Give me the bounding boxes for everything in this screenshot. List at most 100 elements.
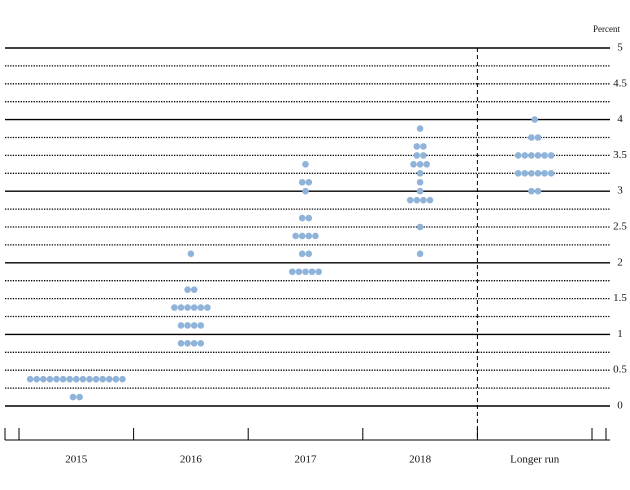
dot xyxy=(547,170,555,177)
dot xyxy=(190,322,198,329)
x-tick-label: 2017 xyxy=(295,454,318,466)
dot xyxy=(416,250,424,258)
dot xyxy=(528,152,535,159)
dot xyxy=(315,268,323,276)
dot xyxy=(298,178,306,186)
y-tick-label: 0 xyxy=(617,400,623,412)
dot xyxy=(59,375,67,383)
dot xyxy=(177,304,185,311)
dot xyxy=(187,250,195,258)
dot xyxy=(190,304,198,311)
dot xyxy=(177,322,185,329)
y-tick-label: 2.5 xyxy=(613,221,627,233)
dot xyxy=(79,375,87,383)
dot xyxy=(416,187,424,195)
dot xyxy=(528,187,535,195)
dot xyxy=(119,375,126,383)
dot xyxy=(413,143,421,150)
dot xyxy=(416,125,424,132)
dot xyxy=(197,322,205,329)
dot xyxy=(534,134,542,141)
dot xyxy=(423,161,431,168)
dot xyxy=(410,161,417,168)
dot xyxy=(420,152,427,159)
dot xyxy=(197,304,205,311)
dot xyxy=(534,170,542,177)
dot xyxy=(190,286,198,293)
y-tick-label: 3 xyxy=(617,185,623,197)
dot xyxy=(416,170,424,177)
dot xyxy=(204,304,211,311)
dot xyxy=(305,250,313,258)
dot xyxy=(76,393,83,401)
dot xyxy=(541,152,548,159)
dot xyxy=(305,214,313,222)
dot xyxy=(528,134,535,141)
dot xyxy=(69,393,77,401)
dot xyxy=(302,187,309,195)
y-tick-label: 3.5 xyxy=(613,149,627,161)
y-axis-label: Percent xyxy=(593,24,620,34)
dot xyxy=(53,375,60,383)
dot xyxy=(413,152,421,159)
y-tick-label: 0.5 xyxy=(613,364,627,376)
dot xyxy=(298,250,306,258)
x-tick-label: 2016 xyxy=(180,454,203,466)
dot xyxy=(92,375,100,383)
dot xyxy=(40,375,47,383)
dot xyxy=(305,232,313,240)
dot xyxy=(528,170,535,177)
dot xyxy=(177,340,185,347)
dot xyxy=(420,196,427,204)
dot xyxy=(416,223,424,231)
dot xyxy=(305,178,313,186)
dot xyxy=(534,152,542,159)
dot xyxy=(184,340,191,347)
dot xyxy=(541,170,548,177)
dot xyxy=(99,375,106,383)
y-tick-label: 1.5 xyxy=(613,292,627,304)
dot xyxy=(66,375,73,383)
x-tick-label: 2018 xyxy=(409,454,432,466)
dot xyxy=(46,375,54,383)
dot xyxy=(426,196,434,204)
dot xyxy=(26,375,34,383)
dot xyxy=(416,178,424,186)
dot xyxy=(406,196,414,204)
dot xyxy=(73,375,80,383)
dot xyxy=(534,187,542,195)
y-tick-label: 5 xyxy=(617,42,623,54)
dot xyxy=(289,268,296,276)
dot xyxy=(416,161,424,168)
y-tick-label: 1 xyxy=(617,328,623,340)
dot xyxy=(106,375,113,383)
y-tick-label: 4.5 xyxy=(613,77,627,89)
dot xyxy=(312,232,319,240)
y-tick-label: 4 xyxy=(617,113,623,125)
dot xyxy=(298,232,306,240)
dot xyxy=(521,152,529,159)
dot xyxy=(521,170,529,177)
dot xyxy=(413,196,421,204)
dot xyxy=(420,143,427,150)
dot xyxy=(298,214,306,222)
dot xyxy=(514,152,522,159)
dot xyxy=(171,304,178,311)
dot xyxy=(190,340,198,347)
dot xyxy=(184,286,191,293)
dot xyxy=(302,161,309,168)
y-tick-label: 2 xyxy=(617,256,623,268)
dot xyxy=(295,268,303,276)
dot xyxy=(292,232,299,240)
x-tick-label: 2015 xyxy=(65,454,88,466)
dot xyxy=(33,375,40,383)
dot xyxy=(514,170,522,177)
dot xyxy=(197,340,205,347)
dot xyxy=(308,268,316,276)
dot xyxy=(302,268,309,276)
x-tick-label: Longer run xyxy=(510,454,560,466)
dot xyxy=(184,322,191,329)
dot xyxy=(547,152,555,159)
dot xyxy=(112,375,120,383)
